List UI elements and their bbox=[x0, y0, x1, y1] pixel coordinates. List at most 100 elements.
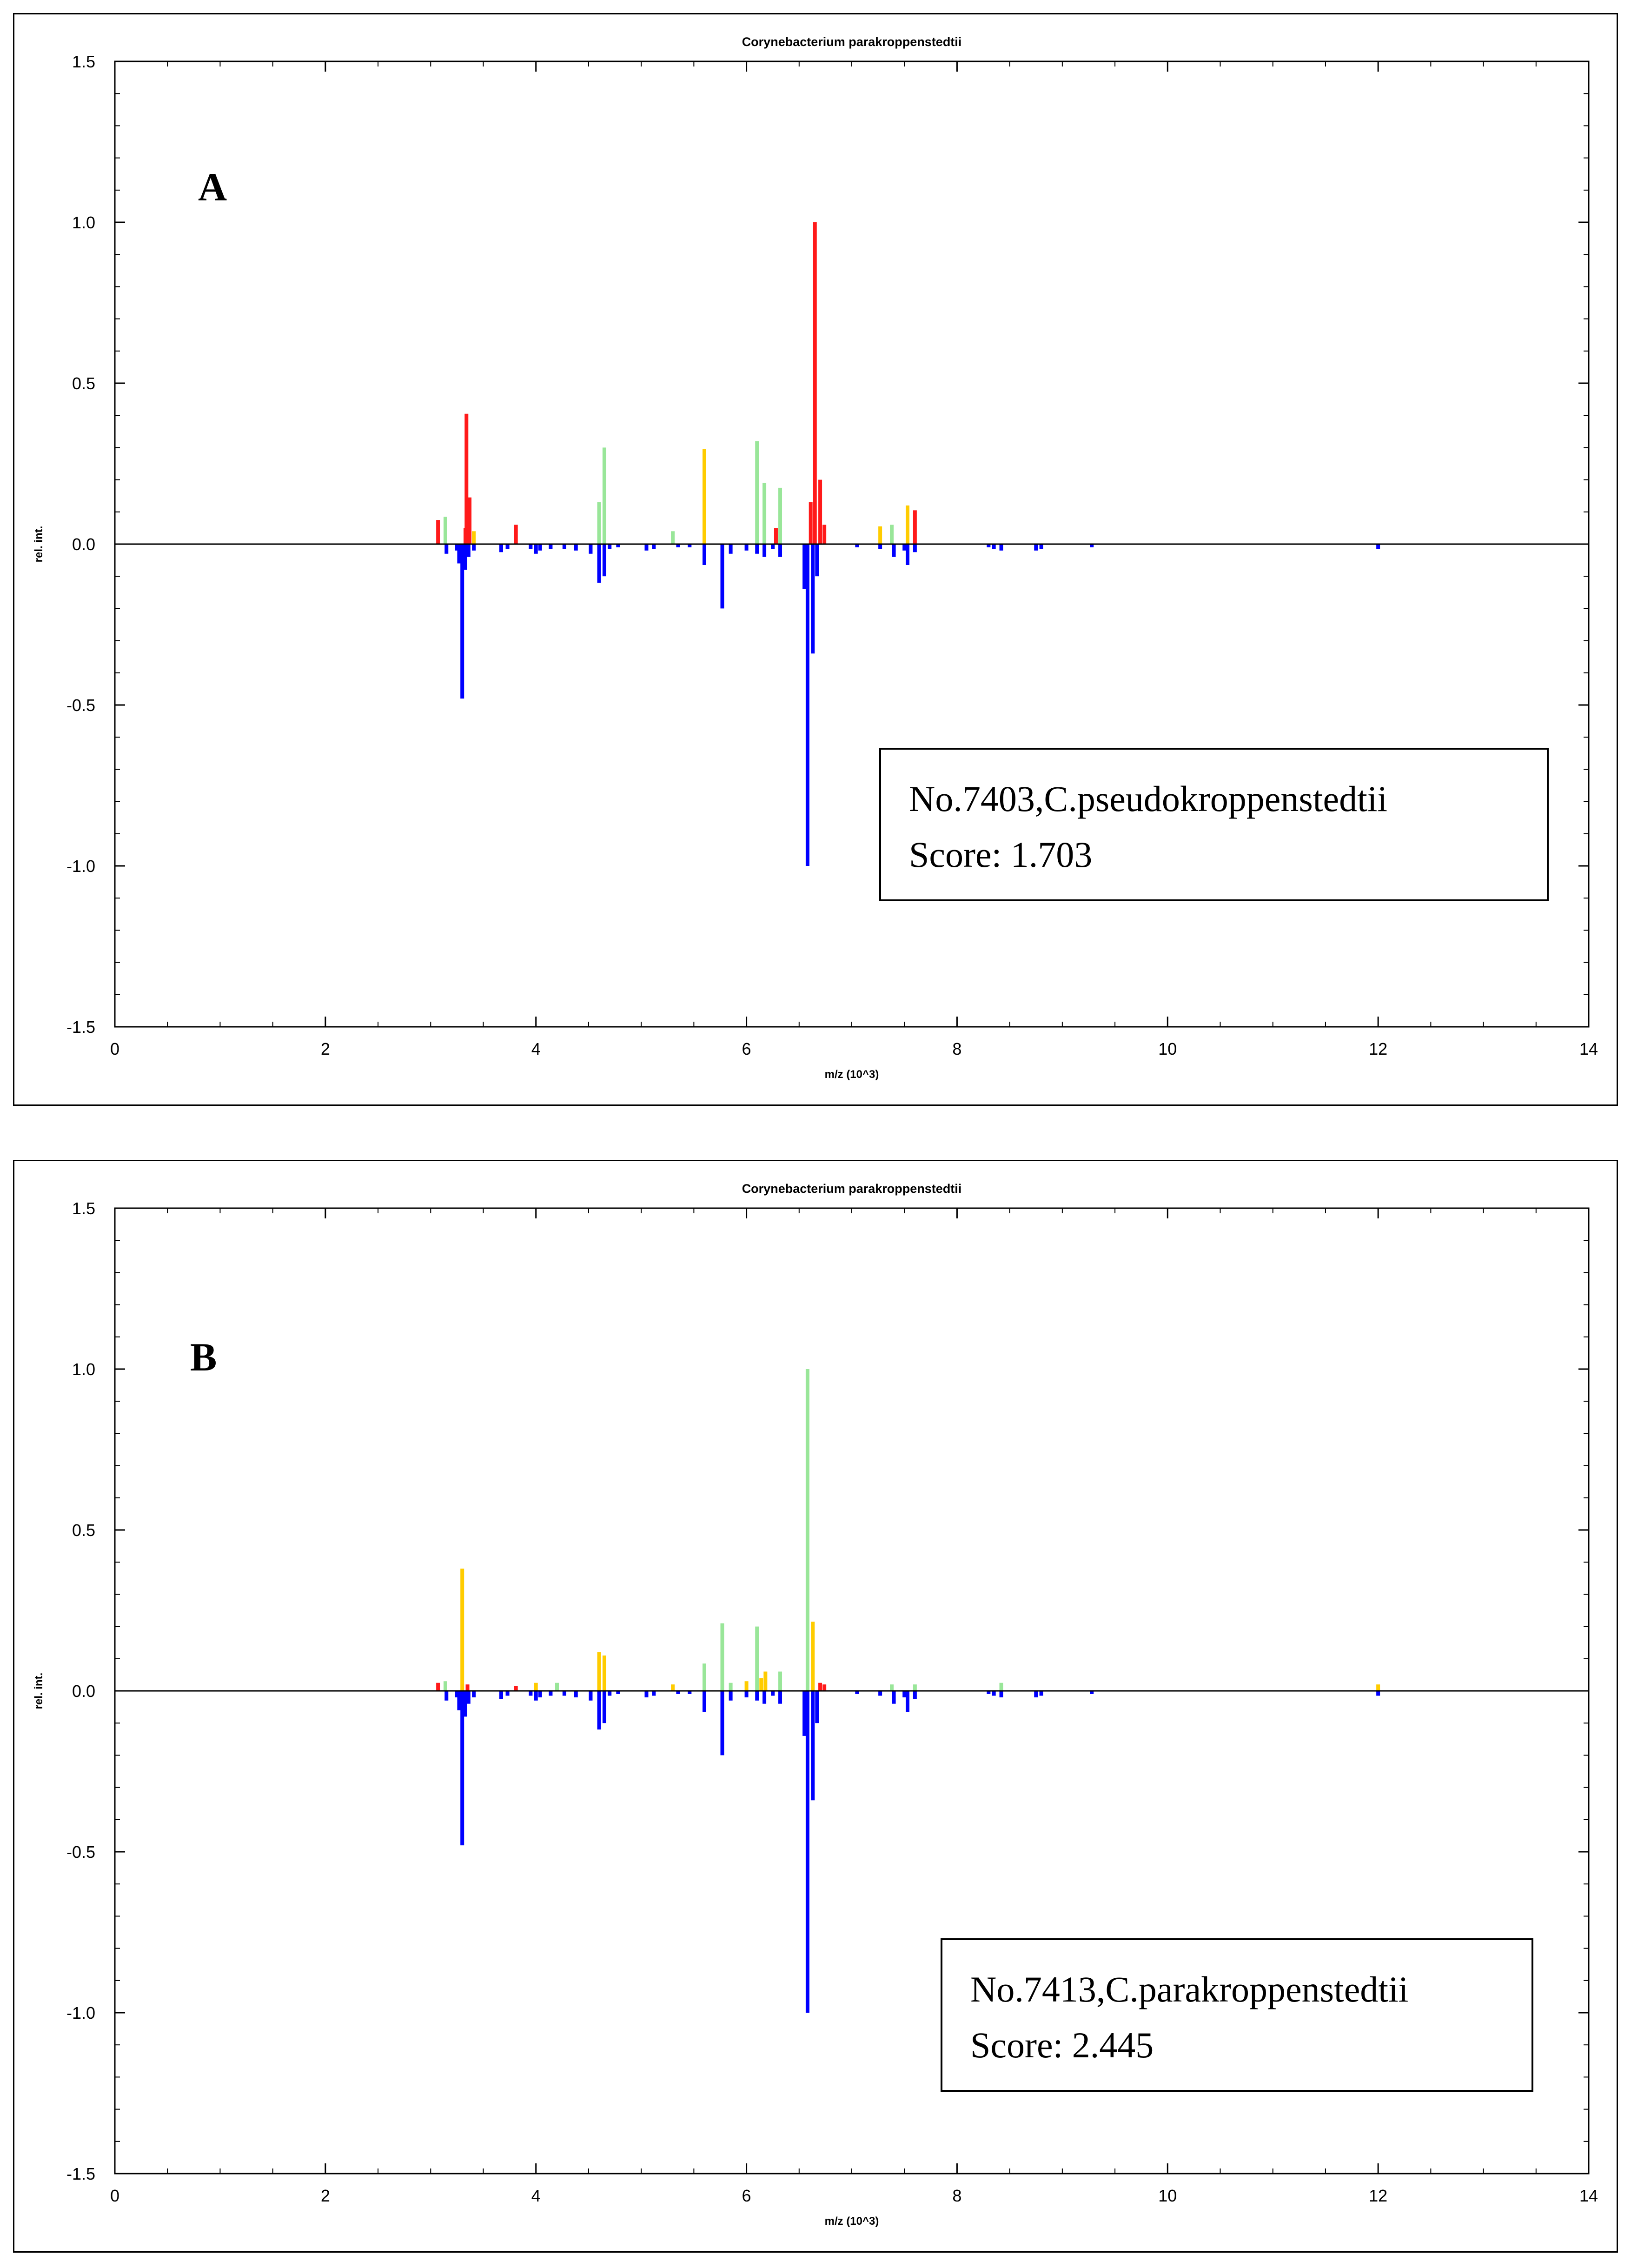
reference-peak-bar bbox=[1376, 544, 1380, 549]
reference-peak-bar bbox=[455, 544, 459, 551]
x-tick-label: 6 bbox=[742, 2186, 751, 2205]
y-tick-label: 1.5 bbox=[72, 52, 95, 71]
reference-peak-bar bbox=[472, 544, 476, 551]
legend-box-a: No.7403,C.pseudokroppenstedtii Score: 1.… bbox=[879, 748, 1549, 901]
chart-title-b: Corynebacterium parakroppenstedtii bbox=[742, 1182, 962, 1196]
sample-peak-bar bbox=[468, 497, 472, 544]
reference-peak-bar bbox=[1034, 544, 1038, 551]
sample-peak-bar bbox=[671, 1684, 675, 1691]
sample-peak-bar bbox=[818, 1683, 822, 1691]
reference-peak-bar bbox=[906, 544, 910, 565]
x-tick-label: 8 bbox=[952, 1039, 961, 1058]
reference-peak-bar bbox=[855, 1691, 859, 1694]
reference-peak-bar bbox=[676, 544, 680, 547]
reference-peak-bar bbox=[755, 1691, 759, 1701]
y-tick-label: -0.5 bbox=[66, 1842, 95, 1862]
reference-peak-bar bbox=[444, 1691, 449, 1701]
reference-peak-bar bbox=[778, 1691, 782, 1704]
sample-peak-bar bbox=[720, 1623, 724, 1691]
chart-panel-b: Corynebacterium parakroppenstedtii B 1.5 1.… bbox=[13, 1160, 1618, 2253]
sample-peak-bar bbox=[744, 1681, 749, 1691]
reference-peak-bar bbox=[652, 544, 656, 549]
sample-peak-bar bbox=[514, 1686, 518, 1691]
y-tick-label: 1.0 bbox=[72, 1360, 95, 1379]
reference-peak-bar bbox=[744, 544, 749, 551]
sample-peak-bar bbox=[597, 1652, 601, 1691]
reference-peak-bar bbox=[457, 544, 461, 564]
sample-peak-bar bbox=[913, 1684, 917, 1691]
sample-peak-bar bbox=[602, 447, 606, 544]
sample-peak-bar bbox=[763, 1671, 768, 1691]
sample-peak-bar bbox=[436, 520, 440, 544]
reference-peak-bar bbox=[466, 544, 471, 557]
reference-peak-bar bbox=[729, 544, 733, 554]
reference-peak-bar bbox=[597, 1691, 601, 1730]
sample-peak-bar bbox=[1376, 1684, 1380, 1691]
reference-peak-bar bbox=[802, 544, 807, 589]
sample-peak-bar bbox=[999, 1683, 1003, 1691]
sample-peak-bar bbox=[822, 525, 827, 544]
legend-strain-a: No.7403,C.pseudokroppenstedtii bbox=[909, 778, 1388, 819]
panel-label-a: A bbox=[198, 165, 227, 209]
reference-peak-bar bbox=[1376, 1691, 1380, 1696]
x-tick-label: 8 bbox=[952, 2186, 961, 2205]
reference-peak-bar bbox=[892, 544, 896, 557]
x-tick-label: 2 bbox=[321, 2186, 330, 2205]
reference-peak-bar bbox=[644, 1691, 649, 1697]
x-tick-label: 2 bbox=[321, 1039, 330, 1058]
sample-peak-bar bbox=[913, 510, 917, 544]
y-tick-label: 0.0 bbox=[72, 535, 95, 554]
reference-peak-bar bbox=[562, 1691, 566, 1696]
reference-peak-bar bbox=[811, 1691, 815, 1801]
sample-peak-bar bbox=[778, 1671, 782, 1691]
x-tick-label: 0 bbox=[110, 2186, 119, 2205]
sample-peak-bar bbox=[597, 502, 601, 544]
sample-peak-bar bbox=[890, 525, 894, 544]
reference-peak-bar bbox=[444, 544, 449, 554]
reference-peak-bar bbox=[644, 544, 649, 551]
reference-peak-bar bbox=[762, 544, 767, 557]
reference-peak-bar bbox=[762, 1691, 767, 1704]
reference-peak-bar bbox=[720, 1691, 724, 1756]
sample-peak-bar bbox=[534, 1683, 538, 1691]
x-tick-label: 4 bbox=[531, 2186, 541, 2205]
sample-peak-bar bbox=[759, 1678, 763, 1691]
reference-peak-bar bbox=[464, 1691, 468, 1717]
sample-peak-bar bbox=[555, 1683, 559, 1691]
reference-peak-bar bbox=[608, 1691, 612, 1696]
sample-peak-bar bbox=[602, 1655, 606, 1691]
reference-peak-bar bbox=[913, 1691, 917, 1699]
reference-peak-bar bbox=[688, 544, 692, 547]
chart-panel-a: Corynebacterium parakroppenstedtii A 1.5 1.… bbox=[13, 13, 1618, 1106]
chart-a-svg: Corynebacterium parakroppenstedtii A 1.5 1.… bbox=[33, 35, 1598, 1081]
reference-peak-bar bbox=[505, 1691, 510, 1696]
reference-peak-bar bbox=[913, 544, 917, 552]
sample-peak-bar bbox=[443, 1681, 447, 1691]
reference-peak-bar bbox=[992, 1691, 996, 1696]
sample-peak-bar bbox=[464, 413, 469, 544]
sample-peak-bar bbox=[436, 1683, 440, 1691]
reference-peak-bar bbox=[771, 544, 775, 549]
legend-box-b: No.7413,C.parakroppenstedtii Score: 2.44… bbox=[941, 1938, 1533, 2092]
reference-peak-bar bbox=[589, 544, 593, 554]
reference-peak-bar bbox=[878, 1691, 882, 1696]
reference-peak-bar bbox=[892, 1691, 896, 1704]
reference-peak-bar bbox=[987, 544, 991, 547]
sample-peak-bar bbox=[472, 531, 476, 544]
sample-peak-bar bbox=[809, 502, 813, 544]
sample-peak-bar bbox=[514, 525, 518, 544]
sample-peak-bar bbox=[774, 528, 778, 544]
sample-peak-bar bbox=[460, 1569, 464, 1691]
sample-peak-bar bbox=[778, 487, 782, 544]
reference-peak-bar bbox=[906, 1691, 910, 1712]
reference-peak-bar bbox=[999, 544, 1003, 551]
sample-peak-bar bbox=[762, 483, 767, 544]
reference-peak-bar bbox=[472, 1691, 476, 1697]
reference-peak-bar bbox=[805, 1691, 809, 2013]
y-tick-label: 0.5 bbox=[72, 374, 95, 393]
reference-peak-bar bbox=[455, 1691, 459, 1697]
sample-peak-bar bbox=[729, 1683, 733, 1691]
reference-peak-bar bbox=[802, 1691, 807, 1736]
reference-peak-bar bbox=[720, 544, 724, 609]
reference-peak-bar bbox=[855, 544, 859, 547]
